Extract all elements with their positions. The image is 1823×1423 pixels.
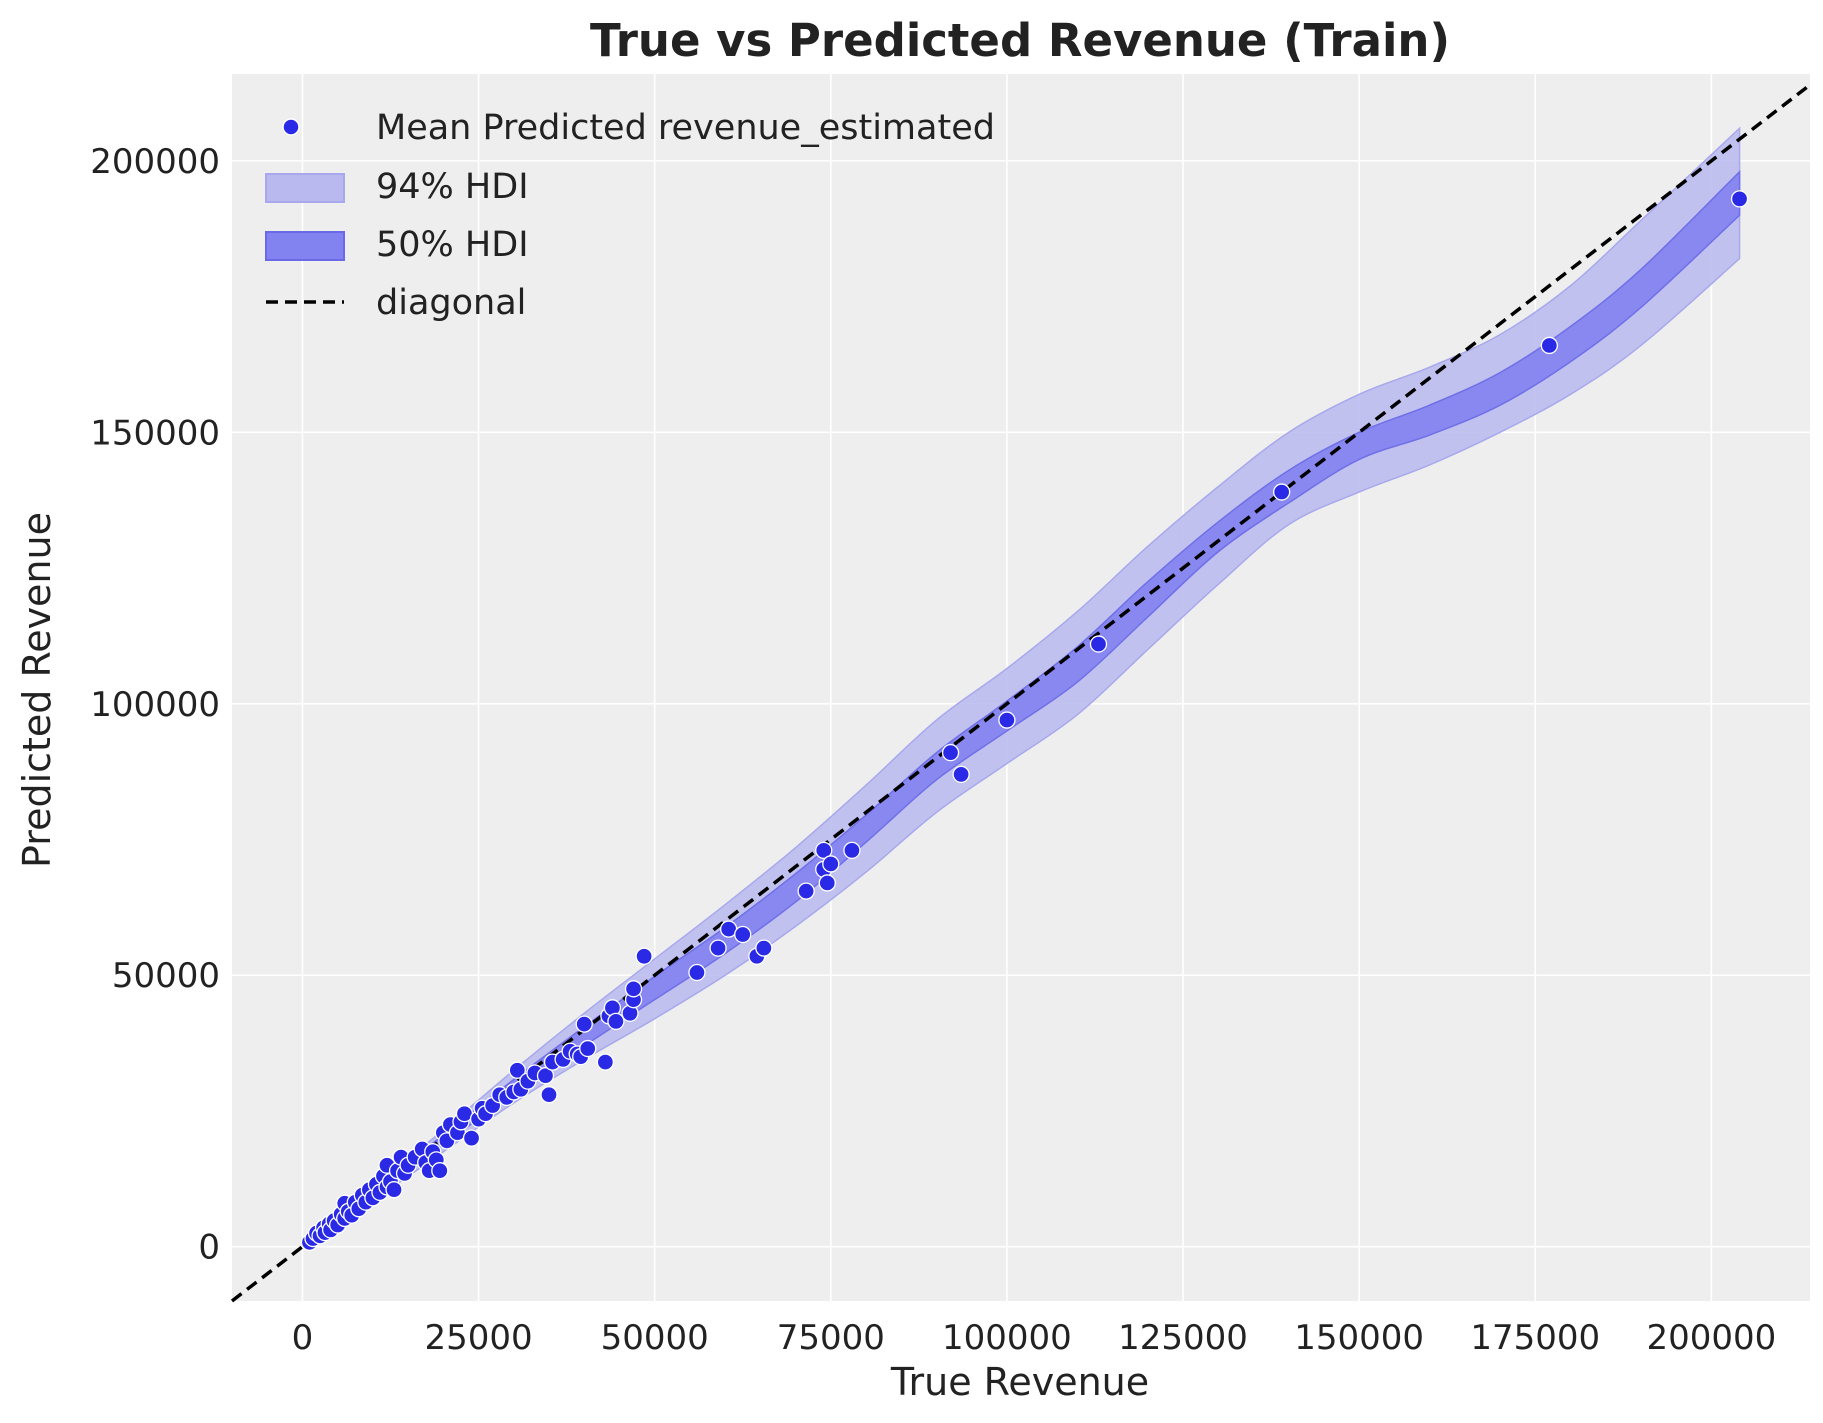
data-point xyxy=(579,1039,597,1058)
data-point xyxy=(607,1012,625,1031)
data-point xyxy=(596,1053,615,1071)
y-tick-label: 200000 xyxy=(90,142,220,182)
data-point xyxy=(797,882,815,900)
data-point xyxy=(734,925,752,944)
scatter-points xyxy=(300,190,1749,1252)
legend-label-hdi50: 50% HDI xyxy=(376,225,529,265)
y-tick-label: 150000 xyxy=(90,413,220,453)
tick-labels: 0 25000 50000 75000 100000 125000 150000 175000… xyxy=(90,142,1776,1358)
data-point xyxy=(1089,635,1108,653)
y-tick-label: 0 xyxy=(198,1228,220,1268)
hdi-50-band xyxy=(301,169,1741,1248)
data-point xyxy=(635,947,653,965)
data-point xyxy=(1540,336,1558,355)
chart-title: True vs Predicted Revenue (Train) xyxy=(590,14,1450,67)
legend-swatch-hdi50 xyxy=(265,231,345,261)
data-point xyxy=(998,711,1016,729)
legend-swatch-hdi94 xyxy=(265,173,345,203)
data-point xyxy=(709,939,727,957)
data-point xyxy=(540,1086,558,1104)
x-tick-label: 150000 xyxy=(1294,1318,1424,1358)
data-point xyxy=(385,1181,403,1199)
data-point xyxy=(575,1015,593,1033)
legend-label-hdi94: 94% HDI xyxy=(376,167,529,207)
x-tick-label: 125000 xyxy=(1118,1318,1248,1358)
data-point xyxy=(815,841,833,860)
data-point xyxy=(818,874,836,892)
data-point xyxy=(462,1129,481,1147)
x-tick-label: 200000 xyxy=(1646,1318,1776,1358)
data-point xyxy=(941,744,960,762)
data-point xyxy=(508,1061,526,1079)
data-point xyxy=(952,765,970,784)
x-tick-label: 75000 xyxy=(777,1318,885,1358)
data-point xyxy=(624,980,643,998)
x-tick-label: 0 xyxy=(292,1318,314,1358)
hdi-bands xyxy=(301,126,1741,1248)
data-point xyxy=(822,855,840,873)
legend-label-diagonal: diagonal xyxy=(376,283,526,323)
legend: Mean Predicted revenue_estimated 94% HDI… xyxy=(265,108,995,323)
x-tick-label: 175000 xyxy=(1470,1318,1600,1358)
x-axis-label: True Revenue xyxy=(890,1360,1149,1404)
y-tick-label: 100000 xyxy=(90,685,220,725)
y-axis-label: Predicted Revenue xyxy=(15,512,59,868)
y-tick-label: 50000 xyxy=(112,956,220,996)
data-point xyxy=(688,963,706,982)
data-point xyxy=(536,1067,555,1085)
data-point xyxy=(1730,190,1749,208)
data-point xyxy=(843,841,861,860)
x-tick-label: 100000 xyxy=(942,1318,1072,1358)
x-tick-label: 50000 xyxy=(601,1318,709,1358)
x-tick-label: 25000 xyxy=(424,1318,532,1358)
hdi-94-band xyxy=(301,126,1741,1248)
legend-marker-points xyxy=(282,118,300,136)
data-point xyxy=(755,939,773,957)
data-point xyxy=(431,1162,449,1180)
legend-label-points: Mean Predicted revenue_estimated xyxy=(376,108,995,148)
data-point xyxy=(1273,483,1291,501)
